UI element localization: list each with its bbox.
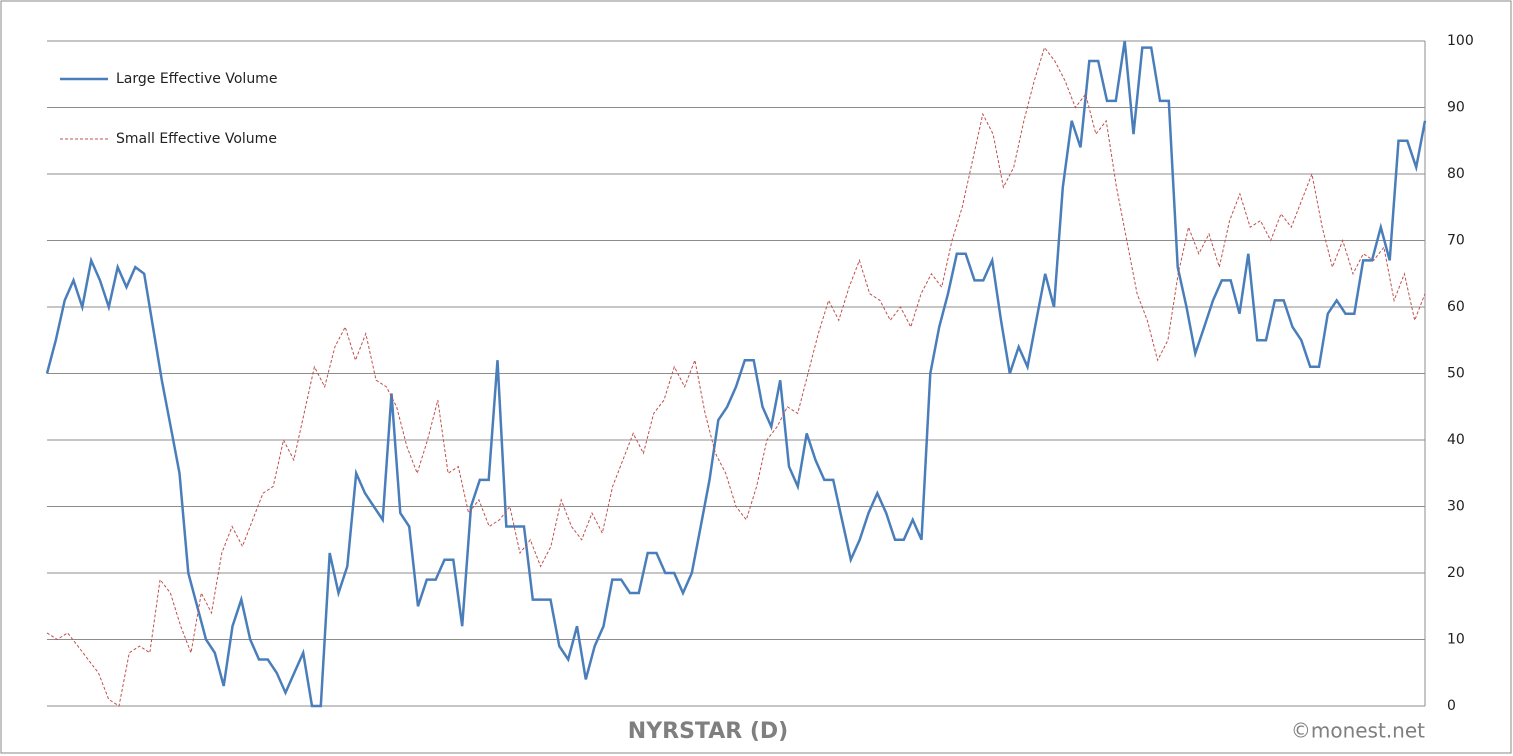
- y-tick-label: 100: [1447, 33, 1474, 49]
- y-tick-label: 0: [1447, 698, 1456, 714]
- legend-label: Small Effective Volume: [116, 131, 277, 147]
- y-tick-label: 30: [1447, 499, 1465, 515]
- y-tick-label: 80: [1447, 166, 1465, 182]
- y-tick-label: 50: [1447, 366, 1465, 382]
- chart-title: NYRSTAR (D): [628, 719, 788, 744]
- y-tick-label: 40: [1447, 432, 1465, 448]
- series-line: [46, 46, 1426, 707]
- series-line: [45, 40, 1427, 708]
- y-tick-label: 70: [1447, 233, 1465, 249]
- legend-label: Large Effective Volume: [116, 71, 277, 87]
- y-tick-label: 10: [1447, 632, 1465, 648]
- y-tick-label: 20: [1447, 565, 1465, 581]
- y-tick-label: 90: [1447, 100, 1465, 116]
- watermark: ©monest.net: [1291, 719, 1425, 743]
- y-tick-label: 60: [1447, 299, 1465, 315]
